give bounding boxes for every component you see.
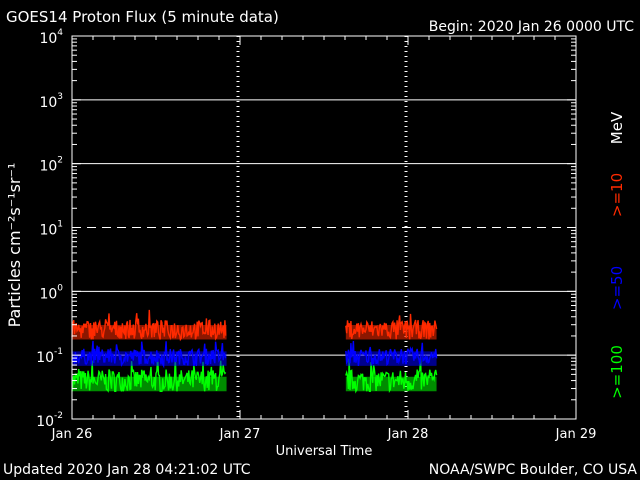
- y-tick-label: 10-1: [36, 347, 63, 366]
- legend-units: MeV: [608, 111, 626, 144]
- y-tick-label: 104: [39, 28, 63, 47]
- legend-ge50: >=50: [608, 266, 626, 310]
- x-axis-ticks: Jan 26 Jan 27 Jan 28 Jan 29: [51, 36, 597, 442]
- x-tick-label: Jan 27: [219, 427, 261, 442]
- y-tick-label: 100: [39, 283, 63, 302]
- x-tick-label: Jan 29: [555, 427, 597, 442]
- series-band: [345, 376, 437, 392]
- series-band: [345, 351, 437, 366]
- y-tick-label: 10-2: [36, 411, 63, 430]
- y-axis-ticks: 104 103 102 101 100 10-1 10-2: [36, 28, 576, 430]
- data-series: [71, 309, 438, 394]
- y-axis-label: Particles cm⁻²s⁻¹sr⁻¹: [5, 163, 24, 328]
- updated-label: Updated 2020 Jan 28 04:21:02 UTC: [3, 462, 251, 478]
- chart-title: GOES14 Proton Flux (5 minute data): [6, 8, 279, 26]
- series-band: [72, 376, 227, 392]
- series-band: [72, 351, 227, 366]
- credit-label: NOAA/SWPC Boulder, CO USA: [429, 462, 638, 478]
- y-tick-label: 103: [39, 92, 63, 111]
- legend: MeV >=10 >=50 >=100: [608, 111, 626, 399]
- x-tick-label: Jan 26: [51, 427, 93, 442]
- legend-ge100: >=100: [608, 345, 626, 399]
- x-tick-label: Jan 28: [387, 427, 429, 442]
- x-axis-label: Universal Time: [276, 444, 373, 459]
- series-band: [72, 324, 227, 340]
- begin-label: Begin: 2020 Jan 26 0000 UTC: [429, 19, 634, 35]
- series-band: [345, 324, 437, 340]
- y-tick-label: 101: [39, 220, 63, 239]
- y-tick-label: 102: [39, 156, 63, 175]
- legend-ge10: >=10: [608, 173, 626, 217]
